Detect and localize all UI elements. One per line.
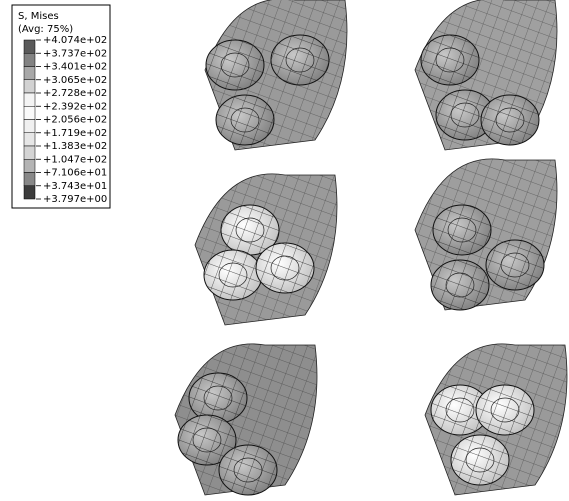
mesh-view: [205, 0, 347, 150]
legend-label: +2.728e+02: [43, 88, 107, 99]
mesh-view: [195, 174, 337, 325]
wire-end-mesh: [206, 40, 264, 90]
legend-label: +3.401e+02: [43, 62, 107, 73]
mesh-view: [415, 159, 557, 310]
legend-swatch: [24, 93, 35, 106]
legend-swatch: [24, 67, 35, 80]
wire-end-mesh: [216, 95, 274, 145]
legend-label: +2.056e+02: [43, 115, 107, 126]
wire-end-mesh: [433, 205, 491, 255]
legend-swatch: [24, 80, 35, 93]
legend-label: +7.106e+01: [43, 168, 107, 179]
legend-swatch: [24, 53, 35, 66]
wire-end-mesh: [204, 250, 262, 300]
legend-subtitle: (Avg: 75%): [18, 24, 73, 35]
wire-end-mesh: [271, 35, 329, 85]
mesh-view: [415, 0, 557, 150]
wire-end-mesh: [476, 385, 534, 435]
legend-swatch: [24, 40, 35, 53]
legend-swatch: [24, 146, 35, 159]
legend-swatch: [24, 186, 35, 199]
legend-label: +1.047e+02: [43, 154, 107, 165]
legend-swatch: [24, 120, 35, 133]
wire-end-mesh: [451, 435, 509, 485]
legend-label: +3.737e+02: [43, 48, 107, 59]
wire-end-mesh: [189, 373, 247, 423]
legend-label: +1.719e+02: [43, 128, 107, 139]
wire-end-mesh: [486, 240, 544, 290]
mesh-view: [425, 344, 567, 495]
legend-label: +2.392e+02: [43, 101, 107, 112]
legend-swatch: [24, 173, 35, 186]
wire-end-mesh: [219, 445, 277, 495]
legend-label: +3.797e+00: [43, 194, 107, 205]
wire-end-mesh: [256, 243, 314, 293]
mesh-views: [175, 0, 567, 495]
legend-label: +3.743e+01: [43, 181, 107, 192]
legend-label: +4.074e+02: [43, 35, 107, 46]
wire-end-mesh: [421, 35, 479, 85]
wire-end-mesh: [431, 260, 489, 310]
legend-label: +1.383e+02: [43, 141, 107, 152]
legend-swatch: [24, 159, 35, 172]
legend-label: +3.065e+02: [43, 75, 107, 86]
legend-swatch: [24, 106, 35, 119]
legend-swatch: [24, 133, 35, 146]
wire-end-mesh: [481, 95, 539, 145]
figure: S, Mises (Avg: 75%) +4.074e+02 +3.737e+02…: [0, 0, 569, 501]
mesh-view: [175, 344, 317, 495]
legend-title: S, Mises: [18, 11, 59, 22]
